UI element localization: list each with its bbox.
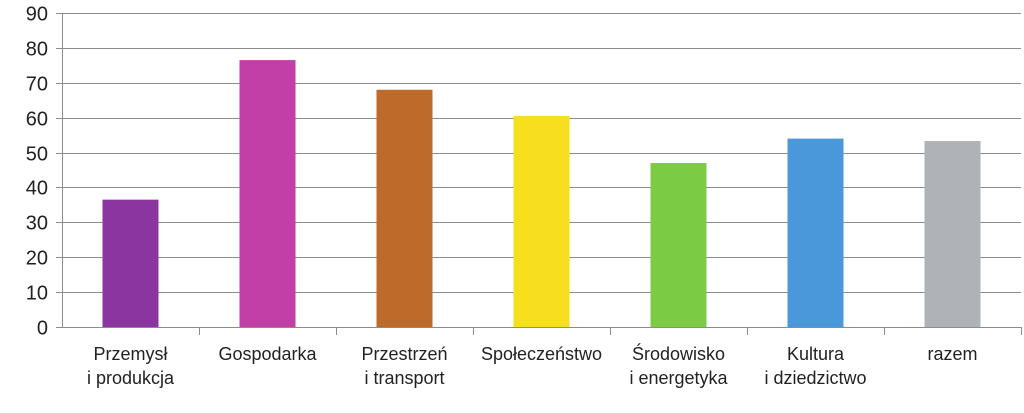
- y-tick-label: 80: [26, 39, 48, 61]
- y-tick-label: 50: [26, 144, 48, 166]
- bar-4: [650, 163, 707, 327]
- x-tick-label: Przemysł: [93, 344, 167, 364]
- x-tick-label: razem: [927, 344, 977, 364]
- bar-0: [102, 199, 159, 327]
- bar-3: [513, 115, 570, 327]
- x-tick-label: Przestrzeń: [361, 344, 447, 364]
- bar-2: [376, 89, 433, 327]
- bar-6: [924, 141, 981, 327]
- x-tick-labels: Przemysł i produkcja Gospodarka Przestrzeń i…: [87, 343, 978, 388]
- bar-5: [787, 138, 844, 327]
- y-tick-label: 90: [26, 4, 48, 26]
- x-tick-label: i energetyka: [629, 368, 728, 388]
- y-tick-label: 40: [26, 178, 48, 200]
- axes: [56, 13, 1022, 335]
- y-tick-label: 0: [37, 318, 48, 340]
- bar-1: [239, 60, 296, 327]
- x-tick-label: i produkcja: [87, 368, 175, 388]
- x-tick-label: Kultura: [787, 344, 845, 364]
- x-tick-label: i transport: [364, 368, 444, 388]
- x-tick-label: Środowisko: [632, 343, 725, 364]
- bars: [102, 60, 981, 327]
- x-tick-label: i dziedzictwo: [764, 368, 866, 388]
- y-tick-label: 60: [26, 109, 48, 131]
- y-tick-label: 20: [26, 248, 48, 270]
- y-tick-label: 10: [26, 283, 48, 305]
- x-tick-label: Gospodarka: [218, 344, 317, 364]
- x-tick-label: Społeczeństwo: [481, 344, 602, 364]
- y-tick-labels: 0 10 20 30 40 50 60 70 80 90: [26, 4, 48, 340]
- y-tick-label: 30: [26, 213, 48, 235]
- y-tick-label: 70: [26, 74, 48, 96]
